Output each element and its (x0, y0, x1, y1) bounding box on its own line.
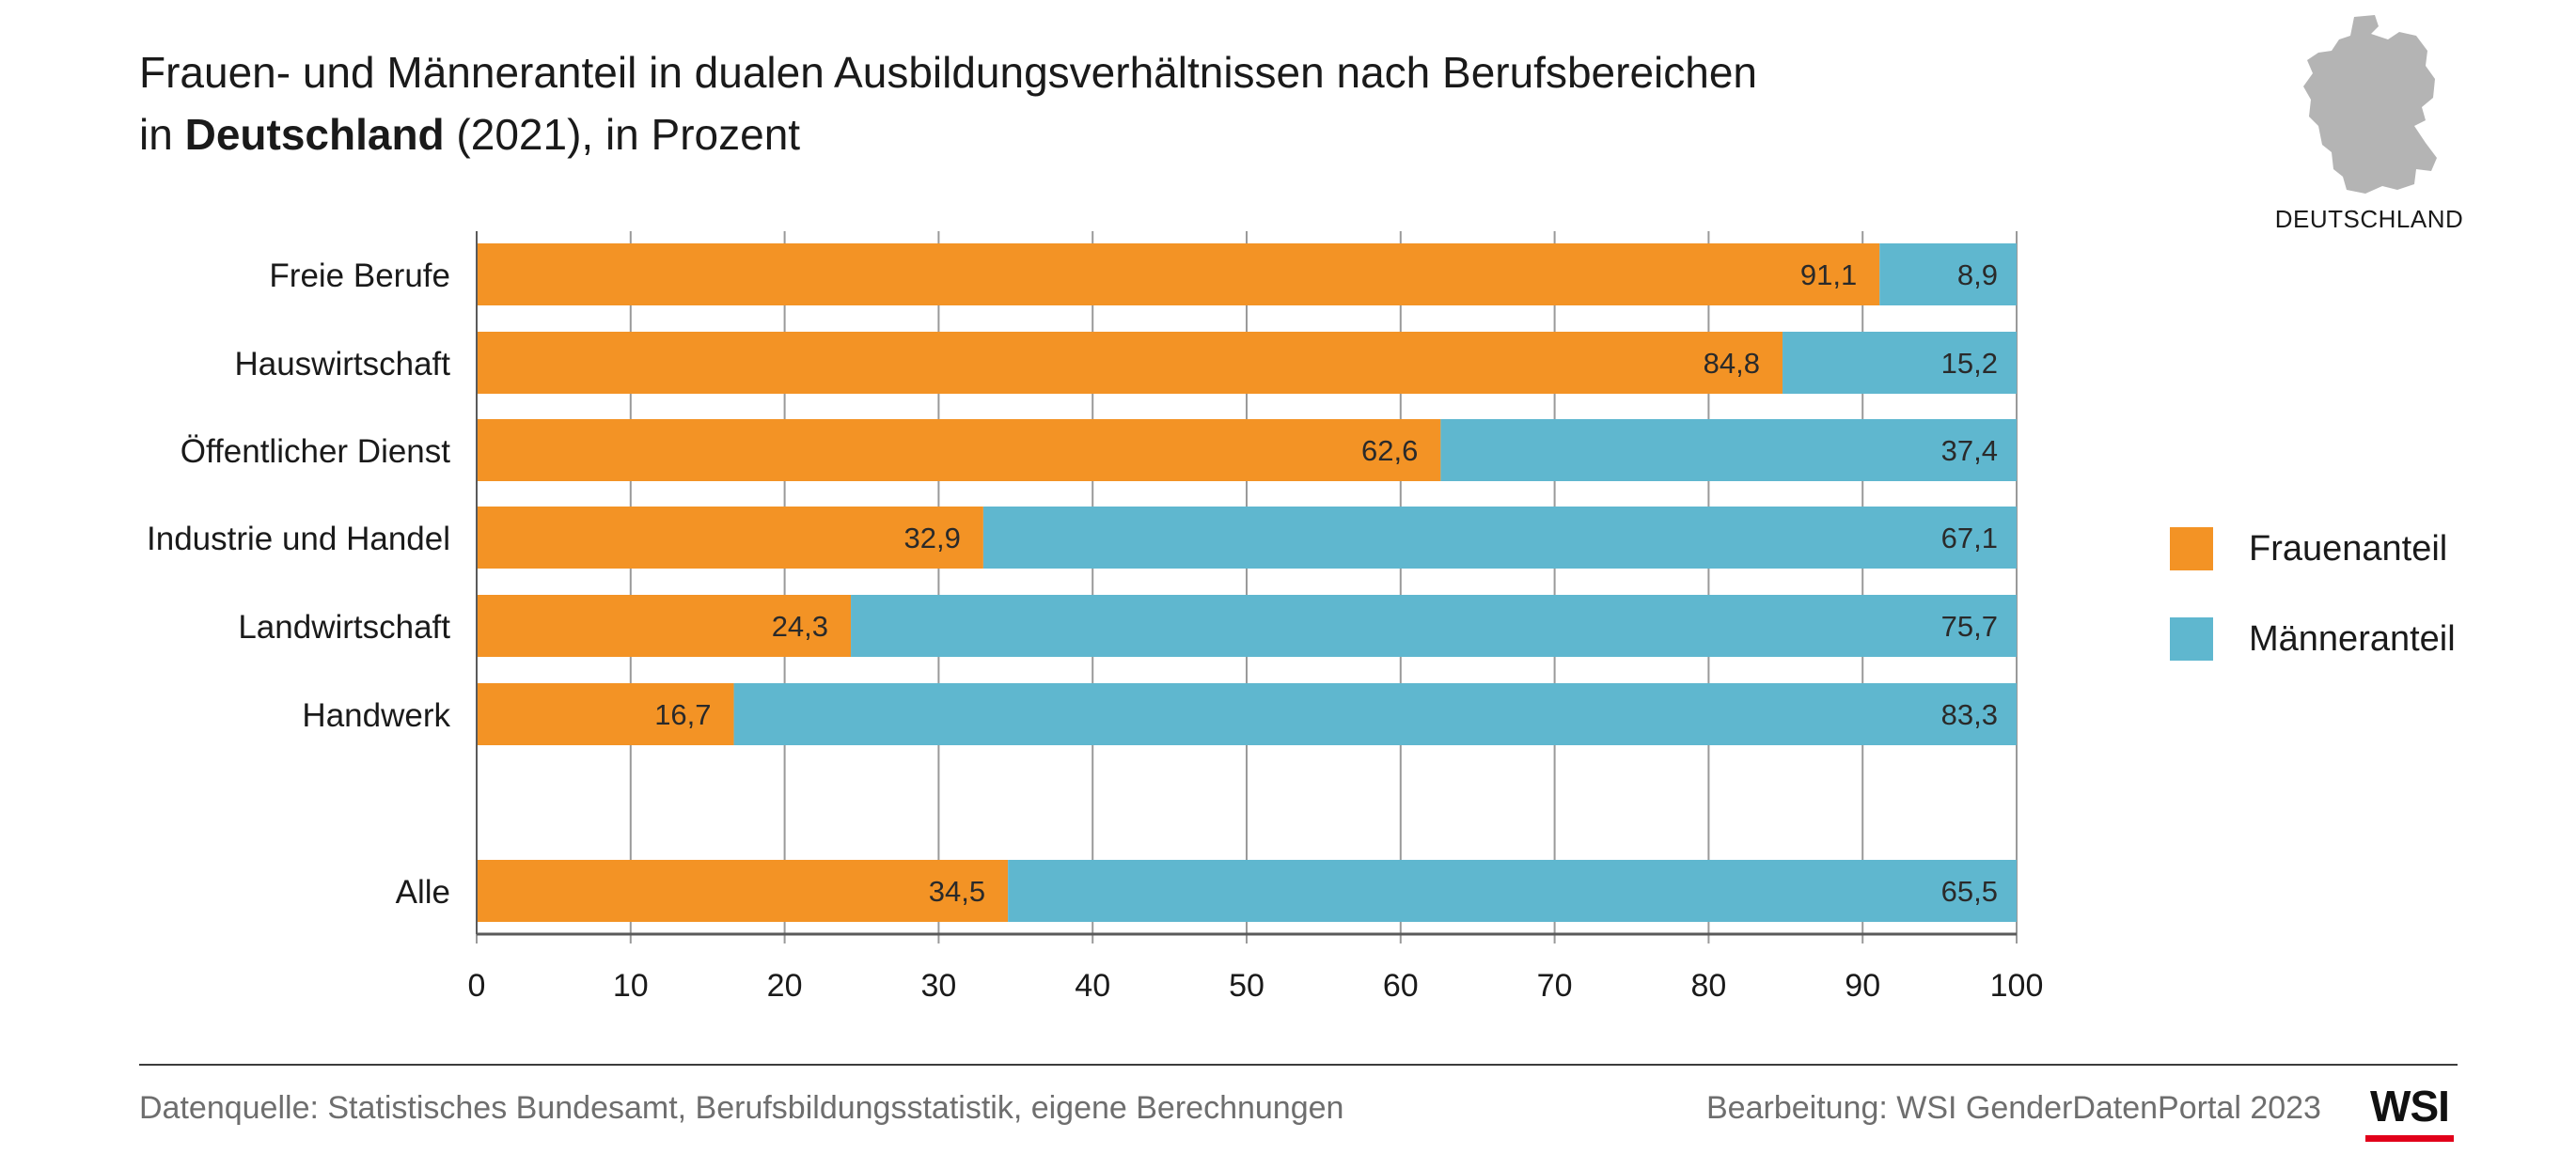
x-tick-label-70: 70 (1537, 968, 1573, 1004)
x-tick-label-90: 90 (1845, 968, 1880, 1004)
legend-swatch-maenneranteil (2170, 617, 2213, 661)
legend-label-maenneranteil: Männeranteil (2249, 618, 2456, 659)
legend-swatch-frauenanteil (2170, 527, 2213, 570)
value-label-maenneranteil-freie-berufe: 8,9 (1957, 258, 1998, 291)
title-line-2: in Deutschland (2021), in Prozent (139, 103, 1757, 165)
title-suffix: (2021), in Prozent (444, 110, 801, 159)
value-label-frauenanteil-alle: 34,5 (929, 875, 985, 908)
title-prefix: in (139, 110, 185, 159)
category-label-alle: Alle (396, 874, 450, 911)
category-label-hauswirtschaft: Hauswirtschaft (234, 346, 450, 382)
bar-maenneranteil-landwirtschaft (851, 595, 2018, 657)
legend-item-frauenanteil: Frauenanteil (2170, 519, 2456, 579)
data-labels: 91,1 8,9 84,8 15,2 62,6 37,4 32,9 67,1 24,3 75,7 1… (654, 258, 1998, 908)
bar-frauenanteil-freie-berufe (477, 243, 1880, 305)
bar-maenneranteil-alle (1008, 860, 2017, 922)
value-label-maenneranteil-landwirtschaft: 75,7 (1941, 610, 1998, 643)
wsi-logo: WSI (2365, 1083, 2454, 1142)
value-label-frauenanteil-oeffentlicher-dienst: 62,6 (1361, 434, 1418, 467)
x-tick-label-60: 60 (1383, 968, 1419, 1004)
credit-line: Bearbeitung: WSI GenderDatenPortal 2023 (1706, 1090, 2321, 1126)
bar-maenneranteil-oeffentlicher-dienst (1440, 419, 2017, 481)
bar-maenneranteil-freie-berufe (1879, 243, 2017, 305)
bar-frauenanteil-landwirtschaft (477, 595, 852, 657)
chart-title: Frauen- und Männeranteil in dualen Ausbi… (139, 41, 1757, 165)
axes: 0 10 20 30 40 50 60 70 80 90 100 Freie Berufe Hauswi… (147, 231, 2043, 1004)
value-label-frauenanteil-industrie-und-handel: 32,9 (904, 522, 961, 554)
value-label-frauenanteil-handwerk: 16,7 (654, 698, 711, 731)
category-label-oeffentlicher-dienst: Öffentlicher Dienst (181, 433, 451, 470)
x-tick-label-20: 20 (767, 968, 803, 1004)
legend-item-maenneranteil: Männeranteil (2170, 609, 2456, 669)
bar-frauenanteil-alle (477, 860, 1009, 922)
value-label-frauenanteil-landwirtschaft: 24,3 (772, 610, 828, 643)
map-label: DEUTSCHLAND (2274, 205, 2464, 233)
category-label-freie-berufe: Freie Berufe (269, 257, 450, 294)
data-source: Datenquelle: Statistisches Bundesamt, Be… (139, 1090, 1344, 1126)
category-label-industrie-und-handel: Industrie und Handel (147, 521, 450, 557)
value-label-maenneranteil-industrie-und-handel: 67,1 (1941, 522, 1998, 554)
bars (477, 243, 2018, 922)
bar-frauenanteil-oeffentlicher-dienst (477, 419, 1441, 481)
value-label-frauenanteil-freie-berufe: 91,1 (1800, 258, 1857, 291)
title-line-1: Frauen- und Männeranteil in dualen Ausbi… (139, 48, 1758, 97)
value-label-maenneranteil-handwerk: 83,3 (1941, 698, 1998, 731)
bar-maenneranteil-industrie-und-handel (982, 507, 2017, 569)
value-label-maenneranteil-alle: 65,5 (1941, 875, 1998, 908)
x-tick-label-100: 100 (1990, 968, 2044, 1004)
bar-frauenanteil-handwerk (477, 683, 734, 745)
bar-maenneranteil-handwerk (733, 683, 2017, 745)
category-label-handwerk: Handwerk (302, 697, 450, 734)
x-tick-label-40: 40 (1075, 968, 1110, 1004)
x-tick-label-10: 10 (613, 968, 649, 1004)
bar-maenneranteil-hauswirtschaft (1783, 332, 2017, 394)
value-label-frauenanteil-hauswirtschaft: 84,8 (1704, 347, 1760, 380)
legend: Frauenanteil Männeranteil (2170, 519, 2456, 699)
legend-label-frauenanteil: Frauenanteil (2249, 528, 2448, 569)
category-label-landwirtschaft: Landwirtschaft (238, 609, 450, 646)
bar-frauenanteil-hauswirtschaft (477, 332, 1783, 394)
x-tick-label-80: 80 (1690, 968, 1726, 1004)
value-label-maenneranteil-hauswirtschaft: 15,2 (1941, 347, 1998, 380)
footer-divider (139, 1064, 2458, 1066)
germany-map-shape (2303, 15, 2437, 194)
title-country: Deutschland (184, 110, 445, 159)
x-tick-label-30: 30 (920, 968, 956, 1004)
x-tick-label-0: 0 (468, 968, 486, 1004)
value-label-maenneranteil-oeffentlicher-dienst: 37,4 (1941, 434, 1998, 467)
bar-frauenanteil-industrie-und-handel (477, 507, 983, 569)
germany-map-icon (2285, 11, 2482, 237)
x-tick-label-50: 50 (1229, 968, 1264, 1004)
